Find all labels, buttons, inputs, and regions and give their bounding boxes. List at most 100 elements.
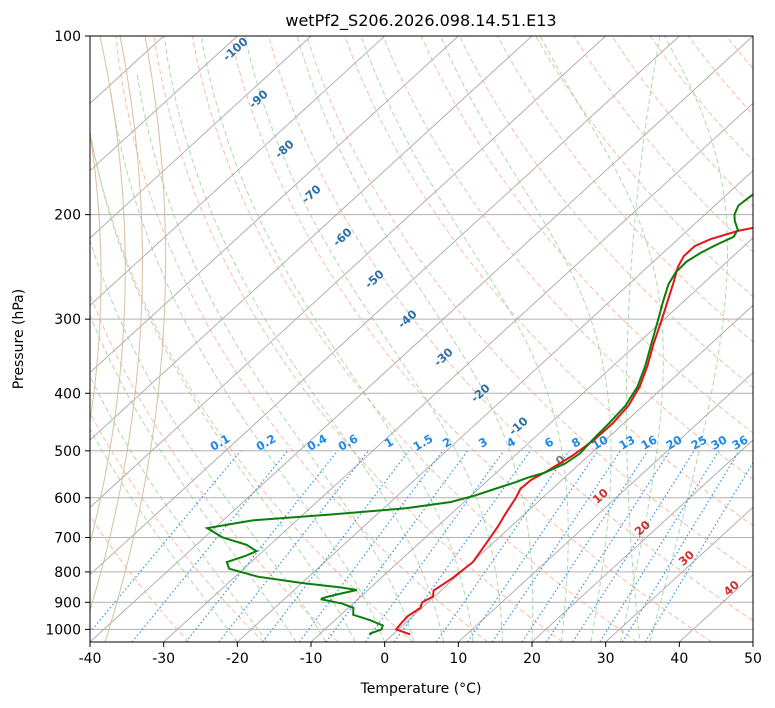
dry-adiabat-line bbox=[191, 36, 638, 642]
isotherm-line bbox=[752, 641, 753, 642]
mixing-ratio-line bbox=[325, 450, 469, 642]
reference-curve bbox=[90, 36, 143, 612]
moist-adiabat-line bbox=[244, 36, 503, 642]
reference-curve bbox=[90, 36, 126, 546]
mixing-ratio-line bbox=[644, 461, 753, 642]
dry-adiabat-line bbox=[611, 36, 753, 207]
isotherm-line bbox=[90, 36, 533, 441]
x-tick-label: -40 bbox=[79, 651, 102, 667]
isotherm-line bbox=[90, 36, 606, 508]
moist-adiabat-line bbox=[163, 36, 445, 642]
reference-curve bbox=[625, 36, 661, 642]
isotherm-label: -80 bbox=[272, 137, 297, 161]
moist-adiabat-line bbox=[200, 36, 474, 642]
reference-curve bbox=[90, 130, 102, 424]
y-tick-label: 700 bbox=[54, 531, 81, 547]
mixing-ratio-label: 8 bbox=[569, 434, 583, 450]
y-tick-label: 300 bbox=[54, 312, 81, 328]
isotherm-label: 40 bbox=[721, 577, 742, 598]
isotherm-line bbox=[90, 36, 753, 642]
mixing-ratio-line bbox=[599, 450, 720, 642]
mixing-ratio-label: 13 bbox=[617, 432, 638, 452]
isotherm-label: -40 bbox=[395, 307, 420, 331]
dry-adiabat-line bbox=[153, 36, 563, 642]
y-tick-label: 1000 bbox=[45, 622, 81, 638]
dry-adiabat-line bbox=[573, 36, 753, 253]
dry-adiabat-line bbox=[687, 36, 753, 116]
isotherm-label: -100 bbox=[220, 34, 251, 64]
x-tick-label: 10 bbox=[449, 651, 467, 667]
isotherm-line bbox=[531, 439, 753, 642]
mixing-ratio-label: 2 bbox=[440, 434, 454, 450]
isotherm-line bbox=[90, 36, 385, 306]
mixing-ratio-label: 3 bbox=[476, 434, 490, 450]
isotherm-line bbox=[90, 36, 312, 239]
dry-adiabat-line bbox=[535, 36, 753, 298]
dry-adiabat-line bbox=[382, 36, 753, 480]
y-axis-label: Pressure (hPa) bbox=[11, 289, 27, 389]
moist-adiabat-line bbox=[90, 313, 297, 642]
moist-adiabat-line bbox=[296, 36, 534, 642]
isotherm-line bbox=[605, 506, 753, 642]
y-tick-label: 400 bbox=[54, 386, 81, 402]
x-tick-label: 0 bbox=[380, 651, 389, 667]
isotherm-label: -50 bbox=[362, 267, 387, 291]
mixing-ratio-label: 25 bbox=[689, 432, 710, 452]
mixing-ratio-line bbox=[131, 450, 289, 642]
mixing-ratio-line bbox=[545, 450, 671, 642]
isotherm-label: 10 bbox=[590, 485, 611, 506]
moist-adiabat-line bbox=[136, 71, 415, 642]
dry-adiabat-line bbox=[496, 36, 753, 343]
isotherm-label: -20 bbox=[468, 381, 493, 405]
mixing-ratio-line bbox=[393, 450, 531, 642]
isotherm-line bbox=[90, 36, 680, 576]
mixing-ratio-line bbox=[491, 450, 621, 642]
moist-adiabat-line bbox=[90, 375, 268, 642]
y-tick-label: 100 bbox=[54, 29, 81, 45]
moist-adiabat-line bbox=[90, 128, 356, 642]
isotherm-line bbox=[458, 372, 753, 642]
isotherm-line bbox=[163, 102, 753, 642]
isotherm-label: -70 bbox=[299, 182, 324, 206]
mixing-ratio-label: 6 bbox=[542, 434, 556, 450]
y-tick-label: 500 bbox=[54, 444, 81, 460]
x-tick-label: -30 bbox=[152, 651, 175, 667]
isotherm-label: -60 bbox=[330, 225, 355, 249]
x-axis-label: Temperature (°C) bbox=[360, 681, 482, 697]
x-tick-label: -10 bbox=[300, 651, 323, 667]
dewpoint-profile-line bbox=[204, 193, 753, 635]
isotherm-line bbox=[237, 170, 753, 642]
moist-adiabat-line bbox=[360, 36, 569, 642]
mixing-ratio-line bbox=[90, 450, 242, 634]
dry-adiabat-line bbox=[115, 36, 488, 642]
isotherm-label: 30 bbox=[676, 547, 697, 568]
dry-adiabat-line bbox=[726, 36, 753, 70]
mixing-ratio-line bbox=[572, 450, 695, 642]
reference-curve bbox=[104, 36, 167, 642]
moist-adiabat-line bbox=[110, 93, 386, 642]
isotherm-label: -90 bbox=[246, 87, 271, 111]
dry-adiabat-line bbox=[344, 36, 753, 527]
x-tick-label: 50 bbox=[744, 651, 762, 667]
moist-adiabat-line bbox=[90, 238, 327, 642]
mixing-ratio-line bbox=[364, 450, 505, 642]
mixing-ratio-label: 1 bbox=[382, 434, 396, 450]
mixing-ratio-label: 20 bbox=[664, 432, 685, 452]
moist-adiabat-line bbox=[649, 36, 728, 642]
dry-adiabat-line bbox=[306, 36, 753, 574]
temperature-profile-line bbox=[394, 226, 753, 636]
dry-adiabat-line bbox=[268, 36, 753, 622]
mixing-ratio-line bbox=[218, 450, 369, 642]
mixing-ratio-label: 16 bbox=[639, 432, 660, 452]
dry-adiabat-line bbox=[90, 411, 264, 642]
dry-adiabat-line bbox=[420, 36, 753, 434]
mixing-ratio-line bbox=[467, 450, 599, 642]
isotherm-line bbox=[384, 304, 753, 642]
moist-adiabat-line bbox=[439, 36, 612, 642]
mixing-ratio-line bbox=[262, 450, 410, 642]
x-tick-label: 20 bbox=[523, 651, 541, 667]
isotherm-line bbox=[90, 36, 238, 172]
y-tick-label: 800 bbox=[54, 565, 81, 581]
isotherm-label: 20 bbox=[632, 517, 653, 538]
